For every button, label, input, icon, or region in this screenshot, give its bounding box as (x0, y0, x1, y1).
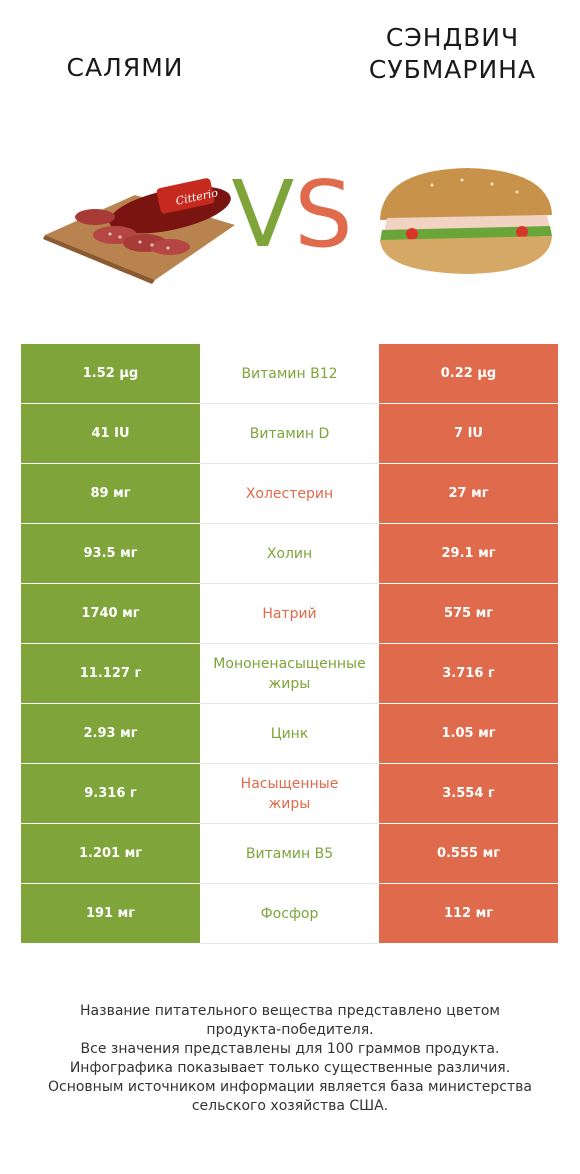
nutrient-name: Цинк (200, 704, 379, 764)
table-row: 1740 мг Натрий 575 мг (21, 584, 558, 644)
right-value: 27 мг (379, 464, 558, 524)
nutrient-name: Витамин D (200, 404, 379, 464)
table-row: 41 IU Витамин D 7 IU (21, 404, 558, 464)
footer-line: Инфографика показывает только существенн… (69, 1060, 511, 1076)
nutrient-name: Насыщенные жиры (200, 764, 379, 824)
nutrient-name: Холестерин (200, 464, 379, 524)
left-value: 89 мг (21, 464, 200, 524)
left-value: 2.93 мг (21, 704, 200, 764)
nutrient-name: Натрий (200, 584, 379, 644)
table-row: 9.316 г Насыщенные жиры 3.554 г (21, 764, 558, 824)
right-value: 3.554 г (379, 764, 558, 824)
left-value: 1740 мг (21, 584, 200, 644)
right-value: 3.716 г (379, 644, 558, 704)
footer-line: сельского хозяйства США. (191, 1098, 389, 1114)
nutrient-name-line1: Мононенасыщенные (213, 655, 366, 672)
footer-line: продукта-победителя. (206, 1022, 374, 1038)
nutrient-name: Мононенасыщенные жиры (200, 644, 379, 704)
nutrient-name: Холин (200, 524, 379, 584)
right-value: 112 мг (379, 884, 558, 944)
nutrient-name: Фосфор (200, 884, 379, 944)
table-row: 89 мг Холестерин 27 мг (21, 464, 558, 524)
right-value: 7 IU (379, 404, 558, 464)
left-value: 9.316 г (21, 764, 200, 824)
left-value: 41 IU (21, 404, 200, 464)
vs-label: VS (231, 161, 353, 268)
nutrient-name-line2: жиры (268, 675, 311, 692)
table-row: 191 мг Фосфор 112 мг (21, 884, 558, 944)
table-row: 2.93 мг Цинк 1.05 мг (21, 704, 558, 764)
footer-line: Основным источником информации является … (48, 1079, 532, 1095)
left-value: 11.127 г (21, 644, 200, 704)
right-value: 575 мг (379, 584, 558, 644)
left-value: 191 мг (21, 884, 200, 944)
left-product-title: САЛЯМИ (66, 53, 184, 82)
right-value: 29.1 мг (379, 524, 558, 584)
right-value: 0.22 µg (379, 344, 558, 404)
table-row: 11.127 г Мононенасыщенные жиры 3.716 г (21, 644, 558, 704)
left-value: 1.52 µg (21, 344, 200, 404)
right-value: 1.05 мг (379, 704, 558, 764)
right-value: 0.555 мг (379, 824, 558, 884)
table-row: 1.52 µg Витамин B12 0.22 µg (21, 344, 558, 404)
salami-image: Citterio (43, 178, 235, 284)
table-row: 1.201 мг Витамин B5 0.555 мг (21, 824, 558, 884)
comparison-table: 1.52 µg Витамин B12 0.22 µg 41 IU Витами… (21, 344, 558, 944)
left-value: 1.201 мг (21, 824, 200, 884)
nutrient-name: Витамин B5 (200, 824, 379, 884)
right-title-line1: СЭНДВИЧ (385, 23, 520, 52)
nutrient-name-line2: жиры (268, 795, 311, 812)
right-product-title: СЭНДВИЧ СУБМАРИНА (345, 22, 560, 86)
footer-line: Все значения представлены для 100 граммо… (80, 1041, 500, 1057)
footer-line: Название питательного вещества представл… (80, 1003, 500, 1019)
right-title-line2: СУБМАРИНА (368, 55, 537, 84)
table-row: 93.5 мг Холин 29.1 мг (21, 524, 558, 584)
sandwich-image (380, 168, 552, 274)
left-value: 93.5 мг (21, 524, 200, 584)
nutrient-name-line1: Насыщенные (240, 775, 339, 792)
nutrient-name: Витамин B12 (200, 344, 379, 404)
footer-notes: Название питательного вещества представл… (30, 1002, 550, 1116)
